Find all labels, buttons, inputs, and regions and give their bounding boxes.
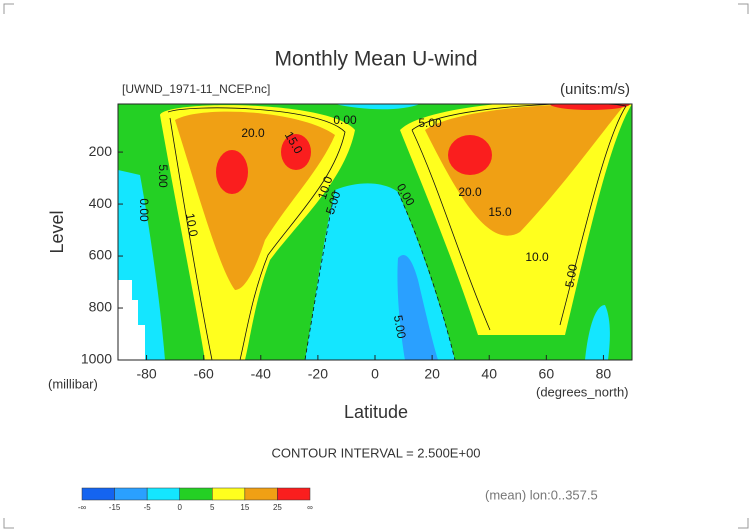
y-tick-label: 600 bbox=[89, 247, 113, 263]
x-tick-label: 40 bbox=[481, 366, 497, 382]
contour-fill bbox=[281, 134, 311, 170]
contour-fill bbox=[335, 104, 420, 110]
source-label: [UWND_1971-11_NCEP.nc] bbox=[122, 82, 270, 96]
contour-fill bbox=[397, 254, 438, 360]
contour-label: 0.00 bbox=[137, 198, 151, 222]
x-axis-label: Latitude bbox=[344, 402, 408, 422]
colorbar-label: -15 bbox=[109, 503, 121, 512]
x-tick-label: -20 bbox=[308, 366, 328, 382]
y-tick-label: 200 bbox=[89, 143, 113, 159]
y-axis-label: Level bbox=[47, 210, 67, 253]
colorbar-label: 5 bbox=[210, 503, 215, 512]
colorbar-label: 0 bbox=[177, 503, 182, 512]
y-tick-label: 800 bbox=[89, 299, 113, 315]
contour-label: 5.00 bbox=[156, 164, 170, 188]
chart-title: Monthly Mean U-wind bbox=[274, 48, 477, 71]
contour-label: 20.0 bbox=[458, 185, 482, 199]
contour-label: 5.00 bbox=[418, 116, 442, 130]
footer-label: (mean) lon:0..357.5 bbox=[485, 487, 598, 502]
colorbar-box bbox=[114, 487, 148, 501]
x-tick-label: 0 bbox=[371, 366, 379, 382]
units-label: (units:m/s) bbox=[560, 81, 630, 98]
y-unit-label: (millibar) bbox=[48, 376, 98, 391]
colorbar-box bbox=[277, 487, 311, 501]
x-tick-label: 80 bbox=[596, 366, 612, 382]
contour-fill bbox=[585, 305, 610, 360]
contour-label: 10.0 bbox=[315, 174, 336, 201]
colorbar-box bbox=[81, 487, 115, 501]
x-tick-label: -40 bbox=[251, 366, 271, 382]
contour-fill bbox=[216, 150, 248, 194]
colorbar-label: 25 bbox=[273, 503, 282, 512]
contour-field bbox=[118, 104, 632, 360]
colorbar-box bbox=[179, 487, 213, 501]
colorbar-box bbox=[244, 487, 278, 501]
contour-label: 15.0 bbox=[488, 205, 512, 219]
missing-area bbox=[118, 280, 145, 360]
contour-interval: CONTOUR INTERVAL = 2.500E+00 bbox=[271, 445, 480, 460]
colorbar-box bbox=[212, 487, 246, 501]
contour-label: 10.0 bbox=[525, 250, 549, 264]
colorbar-label: 15 bbox=[240, 503, 249, 512]
x-tick-label: -80 bbox=[136, 366, 156, 382]
x-tick-label: 60 bbox=[539, 366, 555, 382]
contour-lines bbox=[167, 104, 627, 360]
contour-label: 5.00 bbox=[323, 189, 344, 216]
contour-label: 20.0 bbox=[241, 126, 265, 140]
contour-fill bbox=[448, 135, 492, 175]
x-unit-label: (degrees_north) bbox=[536, 384, 629, 399]
contour-label: 5.00 bbox=[562, 263, 580, 289]
x-tick-label: 20 bbox=[424, 366, 440, 382]
contour-label: 5.00 bbox=[391, 314, 409, 340]
y-tick-label: 1000 bbox=[81, 351, 112, 367]
corner-marks bbox=[3, 3, 749, 529]
colorbar-box bbox=[146, 487, 180, 501]
colorbar-label: ∞ bbox=[307, 503, 313, 512]
x-tick-label: -60 bbox=[194, 366, 214, 382]
contour-label: 10.0 bbox=[183, 212, 201, 238]
colorbar-label: -∞ bbox=[78, 503, 87, 512]
y-tick-label: 400 bbox=[89, 195, 113, 211]
contour-fill bbox=[550, 104, 630, 110]
colorbar-label: -5 bbox=[144, 503, 152, 512]
contour-label: 0.00 bbox=[333, 113, 357, 127]
